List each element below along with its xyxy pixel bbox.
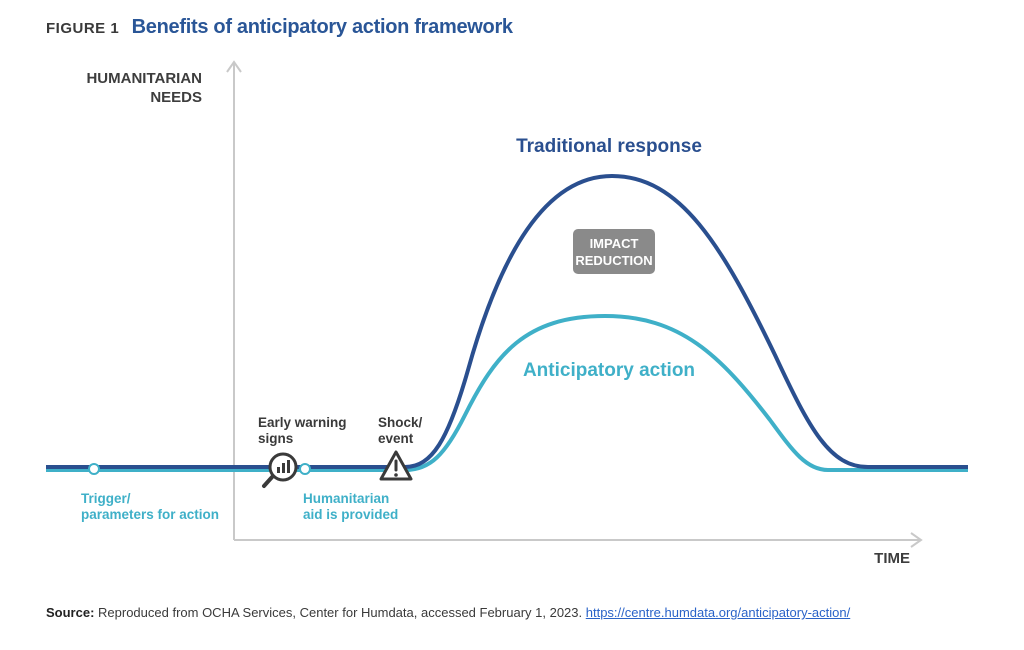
figure-title: Benefits of anticipatory action framewor… xyxy=(131,16,513,38)
early-warning-label-line2: signs xyxy=(258,431,293,446)
source-prefix: Source: xyxy=(46,605,95,620)
source-note: Source: Reproduced from OCHA Services, C… xyxy=(46,605,850,620)
magnifier-chart-icon xyxy=(262,452,298,488)
y-axis xyxy=(226,60,242,540)
source-link[interactable]: https://centre.humdata.org/anticipatory-… xyxy=(585,605,851,620)
traditional-response-label: Traditional response xyxy=(516,136,702,157)
trigger-label-line2: parameters for action xyxy=(81,507,219,522)
figure-header: FIGURE 1 Benefits of anticipatory action… xyxy=(46,16,513,39)
x-axis-label: TIME xyxy=(874,550,910,567)
impact-badge-line2: REDUCTION xyxy=(575,253,652,268)
y-axis-label-line2: NEEDS xyxy=(150,89,202,106)
aid-label-line1: Humanitarian xyxy=(303,491,389,506)
anticipatory-action-curve xyxy=(46,313,968,472)
anticipatory-action-label: Anticipatory action xyxy=(523,360,695,381)
trigger-point-marker xyxy=(88,463,100,475)
aid-label-line2: aid is provided xyxy=(303,507,398,522)
x-axis xyxy=(234,532,923,548)
shock-label-line1: Shock/ xyxy=(378,415,423,430)
aid-point-marker xyxy=(299,463,311,475)
impact-reduction-badge: IMPACT REDUCTION xyxy=(573,229,655,274)
early-warning-label-line1: Early warning xyxy=(258,415,347,430)
figure-label: FIGURE 1 xyxy=(46,20,120,37)
warning-triangle-icon xyxy=(379,450,413,481)
traditional-response-curve xyxy=(46,173,968,469)
impact-badge-line1: IMPACT xyxy=(590,236,639,251)
y-axis-label-line1: HUMANITARIAN xyxy=(86,70,202,87)
shock-label-line2: event xyxy=(378,431,414,446)
trigger-label-line1: Trigger/ xyxy=(81,491,131,506)
source-text: Reproduced from OCHA Services, Center fo… xyxy=(94,605,586,620)
